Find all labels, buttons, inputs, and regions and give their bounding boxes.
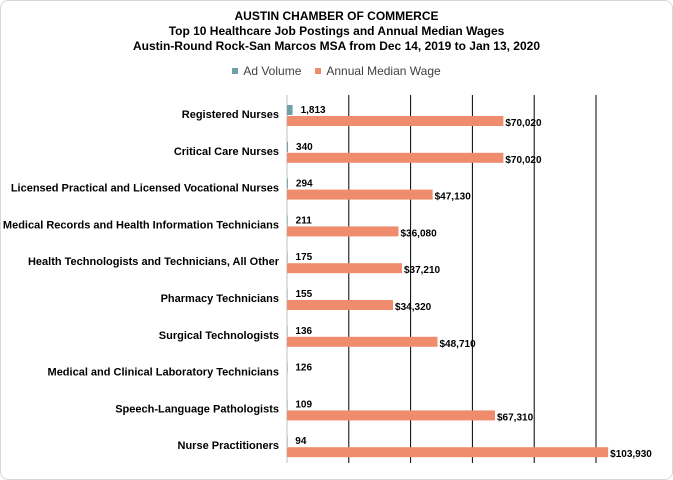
ad-volume-bar	[287, 252, 288, 263]
median-wage-label: $70,020	[505, 155, 542, 166]
median-wage-bar	[287, 226, 399, 237]
ad-volume-bar	[287, 436, 288, 447]
legend-swatch-median-wage	[315, 68, 322, 74]
median-wage-label: $67,310	[497, 412, 534, 423]
chart-title: AUSTIN CHAMBER OF COMMERCE Top 10 Health…	[0, 9, 673, 54]
ad-volume-label: 340	[296, 142, 313, 153]
ad-volume-bar	[287, 178, 288, 189]
median-wage-label: $37,210	[404, 265, 441, 276]
ad-volume-label: 155	[295, 289, 312, 300]
ad-volume-label: 136	[295, 326, 312, 337]
ad-volume-bar	[287, 325, 288, 336]
ad-volume-bar	[287, 141, 289, 152]
ad-volume-label: 126	[295, 363, 312, 374]
median-wage-bar	[287, 116, 504, 126]
median-wage-bar	[287, 447, 609, 458]
title-line-2: Top 10 Healthcare Job Postings and Annua…	[168, 24, 505, 38]
title-line-3: Austin-Round Rock-San Marcos MSA from De…	[132, 39, 540, 53]
median-wage-label: $36,080	[400, 228, 437, 239]
median-wage-bar	[287, 189, 433, 200]
category-label: Critical Care Nurses	[174, 146, 279, 158]
category-label: Licensed Practical and Licensed Vocation…	[11, 183, 279, 195]
category-label: Speech-Language Pathologists	[115, 403, 279, 415]
ad-volume-bar	[287, 215, 288, 226]
median-wage-bar	[287, 300, 394, 310]
median-wage-bar	[287, 410, 495, 421]
title-line-1: AUSTIN CHAMBER OF COMMERCE	[234, 9, 439, 23]
ad-volume-label: 94	[295, 436, 307, 447]
ad-volume-bar	[287, 399, 288, 410]
median-wage-label: $103,930	[610, 449, 652, 460]
category-label: Surgical Technologists	[159, 330, 279, 342]
median-wage-bar	[287, 152, 504, 163]
median-wage-label: $70,020	[505, 118, 542, 129]
ad-volume-label: 109	[295, 399, 312, 410]
legend-item-median-wage: Annual Median Wage	[315, 64, 441, 78]
legend-item-ad-volume: Ad Volume	[232, 64, 301, 78]
category-label: Nurse Practitioners	[178, 440, 279, 452]
ad-volume-bar	[287, 289, 288, 299]
median-wage-label: $34,320	[395, 302, 432, 313]
legend-swatch-ad-volume	[232, 68, 239, 74]
category-label: Registered Nurses	[182, 109, 279, 121]
median-wage-bar	[287, 263, 402, 274]
legend-label-ad-volume: Ad Volume	[243, 64, 302, 78]
median-wage-bar	[287, 336, 438, 347]
category-label: Medical Records and Health Information T…	[3, 219, 279, 231]
median-wage-label: $47,130	[435, 192, 472, 203]
ad-volume-bar	[287, 105, 293, 115]
chart-legend: Ad Volume Annual Median Wage	[0, 64, 673, 78]
category-label: Pharmacy Technicians	[161, 293, 279, 305]
ad-volume-bar	[287, 362, 288, 373]
legend-label-median-wage: Annual Median Wage	[326, 64, 441, 78]
category-label: Medical and Clinical Laboratory Technici…	[48, 367, 279, 379]
ad-volume-label: 1,813	[301, 105, 326, 116]
median-wage-label: $48,710	[440, 339, 477, 350]
ad-volume-label: 211	[296, 215, 313, 226]
category-label: Health Technologists and Technicians, Al…	[28, 256, 280, 268]
ad-volume-label: 175	[296, 252, 313, 263]
ad-volume-label: 294	[296, 179, 313, 190]
